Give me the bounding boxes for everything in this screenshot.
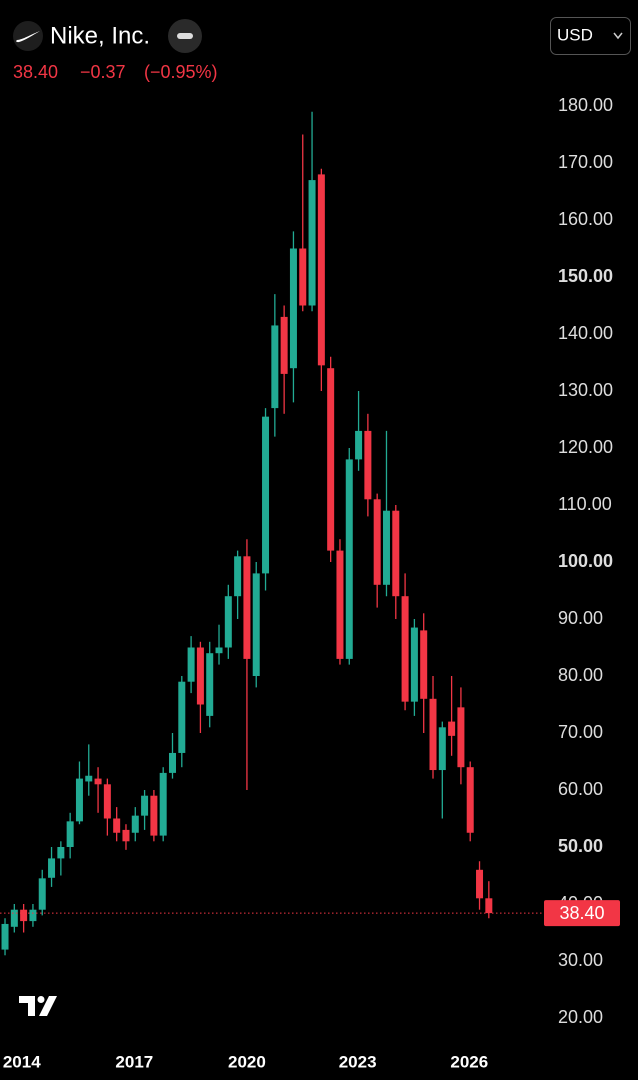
candle-body xyxy=(336,550,344,659)
candle-body xyxy=(196,647,204,705)
candle-body xyxy=(438,727,446,771)
candle-body xyxy=(48,858,56,878)
symbol-name: Nike, Inc. xyxy=(50,22,150,49)
candle-body xyxy=(10,909,18,927)
candle-body xyxy=(448,721,456,736)
x-tick-label: 2023 xyxy=(339,1052,377,1071)
candle-body xyxy=(141,795,149,816)
candle-body xyxy=(382,510,390,585)
candle-body xyxy=(206,653,214,716)
candle-body xyxy=(243,556,251,659)
candle-body xyxy=(373,499,381,585)
candle-body xyxy=(159,772,167,836)
candle-body xyxy=(401,596,409,702)
tradingview-logo xyxy=(19,996,57,1016)
candle-body xyxy=(57,847,65,859)
y-tick-label: 20.00 xyxy=(558,1007,603,1027)
y-tick-label: 100.00 xyxy=(558,551,613,571)
candle-body xyxy=(75,778,83,822)
candle-body xyxy=(485,898,493,914)
plot-area: 20.0030.0040.0050.0060.0070.0080.0090.00… xyxy=(0,95,620,1071)
candle-body xyxy=(122,829,130,842)
candle-body xyxy=(299,248,307,306)
candle-body xyxy=(66,821,74,847)
y-tick-label: 130.00 xyxy=(558,380,613,400)
y-tick-label: 140.00 xyxy=(558,323,613,343)
y-tick-label: 150.00 xyxy=(558,266,613,286)
y-tick-label: 120.00 xyxy=(558,437,613,457)
candle-body xyxy=(187,647,195,682)
y-tick-label: 160.00 xyxy=(558,209,613,229)
candle-body xyxy=(308,180,316,306)
y-tick-label: 80.00 xyxy=(558,665,603,685)
candle-body xyxy=(345,459,353,659)
candle-body xyxy=(1,923,9,950)
candle-body xyxy=(85,775,93,782)
x-tick-label: 2014 xyxy=(3,1052,41,1071)
last-price: 38.40 xyxy=(13,62,58,82)
candle-body xyxy=(392,510,400,597)
x-tick-label: 2020 xyxy=(228,1052,266,1071)
candle-body xyxy=(364,430,372,500)
candle-body xyxy=(317,174,325,366)
candle-body xyxy=(466,767,474,833)
y-tick-label: 170.00 xyxy=(558,152,613,172)
x-tick-label: 2026 xyxy=(450,1052,488,1071)
candle-body xyxy=(29,909,37,922)
y-tick-label: 90.00 xyxy=(558,608,603,628)
candle-body xyxy=(289,248,297,369)
candle-body xyxy=(271,325,279,409)
currency-label: USD xyxy=(557,25,593,44)
candle-body xyxy=(420,630,428,699)
candle-body xyxy=(280,316,288,374)
y-tick-label: 110.00 xyxy=(558,494,612,514)
last-price-label: 38.40 xyxy=(559,903,604,923)
collapse-button[interactable] xyxy=(168,19,202,53)
candle-body xyxy=(178,681,186,753)
candle-body xyxy=(327,368,335,551)
candle-body xyxy=(103,784,111,819)
candle-body xyxy=(234,556,242,597)
x-tick-label: 2017 xyxy=(115,1052,153,1071)
candle-body xyxy=(457,707,465,768)
y-tick-label: 60.00 xyxy=(558,779,603,799)
candle-body xyxy=(215,647,223,654)
candle-body xyxy=(429,698,437,771)
price-change: −0.37 xyxy=(80,62,126,82)
y-tick-label: 50.00 xyxy=(558,836,603,856)
candle-body xyxy=(262,416,270,574)
candle-body xyxy=(131,815,139,833)
candle-body xyxy=(252,573,260,676)
candle-body xyxy=(94,778,102,785)
logo xyxy=(13,21,43,51)
candle-body xyxy=(38,878,46,910)
currency-button[interactable]: USD xyxy=(550,17,631,55)
candle-body xyxy=(150,795,158,836)
y-tick-label: 70.00 xyxy=(558,722,603,742)
candle-body xyxy=(224,596,232,648)
candle-body xyxy=(168,752,176,773)
candle-body xyxy=(113,818,121,833)
candle-body xyxy=(20,909,28,922)
candle-body xyxy=(355,430,363,460)
y-tick-label: 30.00 xyxy=(558,950,603,970)
candle-body xyxy=(476,869,484,899)
y-tick-label: 180.00 xyxy=(558,95,613,115)
candle-body xyxy=(410,627,418,702)
last-price-box xyxy=(544,900,620,927)
price-change-pct: (−0.95%) xyxy=(144,62,218,82)
